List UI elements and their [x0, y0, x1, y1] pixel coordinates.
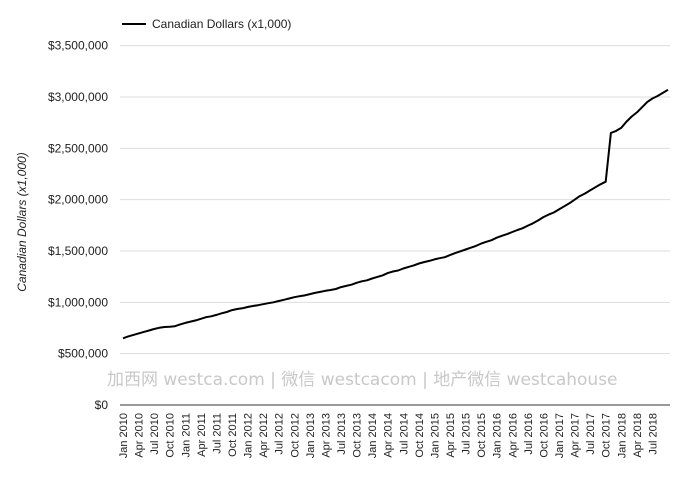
x-tick-label: Oct 2013 [352, 413, 364, 458]
x-tick-label: Jul 2014 [398, 413, 410, 455]
x-tick-label: Apr 2014 [383, 413, 395, 458]
x-tick-label: Jan 2015 [429, 413, 441, 458]
x-tick-label: Oct 2017 [601, 413, 613, 458]
x-tick-label: Apr 2011 [196, 413, 208, 457]
x-tick-label: Oct 2011 [227, 413, 239, 457]
y-tick-label: $500,000 [58, 347, 108, 361]
y-axis-label: Canadian Dollars (x1,000) [15, 152, 29, 291]
y-axis-ticks: $0 $500,000 $1,000,000 $1,500,000 $2,000,000… [48, 39, 108, 412]
x-tick-label: Jul 2017 [585, 413, 597, 455]
x-tick-label: Jan 2014 [367, 413, 379, 458]
y-tick-label: $3,500,000 [48, 39, 108, 53]
y-tick-label: $1,500,000 [48, 244, 108, 258]
x-tick-label: Oct 2010 [165, 413, 177, 458]
x-tick-label: Jul 2018 [647, 413, 659, 455]
y-tick-label: $2,500,000 [48, 141, 108, 155]
x-tick-label: Jan 2013 [305, 413, 317, 458]
legend-label: Canadian Dollars (x1,000) [152, 17, 291, 31]
x-tick-label: Jul 2016 [523, 413, 535, 455]
gridlines [120, 45, 670, 355]
y-tick-label: $3,000,000 [48, 90, 108, 104]
x-tick-label: Jul 2010 [149, 413, 161, 455]
x-tick-label: Jul 2012 [274, 413, 286, 455]
x-tick-label: Jul 2013 [336, 413, 348, 455]
x-tick-label: Oct 2015 [476, 413, 488, 458]
x-tick-label: Jan 2016 [492, 413, 504, 458]
x-tick-label: Jan 2017 [554, 413, 566, 458]
legend: Canadian Dollars (x1,000) [122, 17, 291, 31]
series-line [122, 88, 669, 340]
x-tick-label: Jan 2012 [243, 413, 255, 458]
x-axis-ticks: Jan 2010 Apr 2010 Jul 2010 Oct 2010 Jan 2011… [118, 413, 659, 458]
x-tick-label: Apr 2012 [258, 413, 270, 458]
y-tick-label: $0 [95, 398, 109, 412]
x-tick-label: Jan 2011 [180, 413, 192, 457]
x-tick-label: Apr 2018 [632, 413, 644, 458]
watermark: 加西网 westca.com | 微信 westcacom | 地产微信 wes… [107, 370, 618, 390]
x-tick-label: Oct 2012 [289, 413, 301, 458]
y-tick-label: $1,000,000 [48, 295, 108, 309]
x-tick-label: Apr 2010 [134, 413, 146, 458]
x-tick-label: Jul 2015 [461, 413, 473, 455]
x-tick-label: Oct 2016 [538, 413, 550, 458]
x-tick-label: Jan 2010 [118, 413, 130, 458]
x-tick-label: Apr 2017 [570, 413, 582, 458]
x-tick-label: Jul 2011 [211, 413, 223, 454]
y-tick-label: $2,000,000 [48, 193, 108, 207]
x-tick-label: Apr 2015 [445, 413, 457, 458]
x-tick-label: Jan 2018 [616, 413, 628, 458]
x-tick-label: Apr 2013 [320, 413, 332, 458]
x-tick-label: Oct 2014 [414, 413, 426, 458]
x-tick-label: Apr 2016 [507, 413, 519, 458]
